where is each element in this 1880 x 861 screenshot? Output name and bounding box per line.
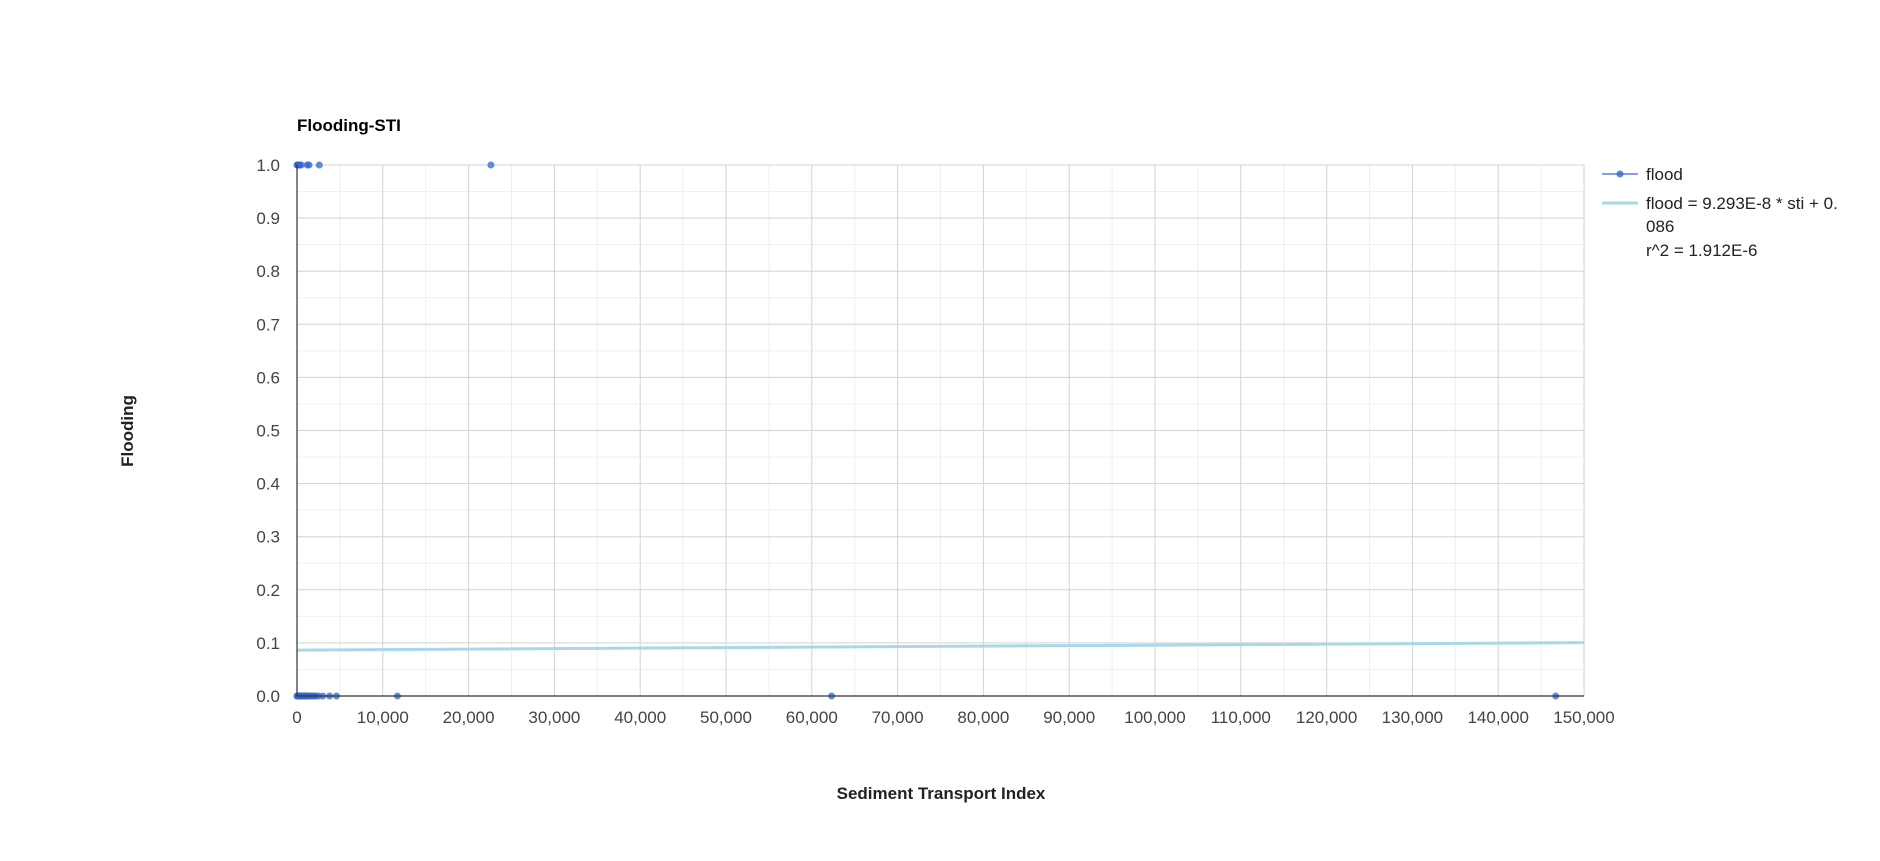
data-point	[305, 161, 313, 169]
x-tick-label: 30,000	[528, 708, 580, 727]
x-tick-label: 50,000	[700, 708, 752, 727]
x-axis-title: Sediment Transport Index	[837, 784, 1046, 803]
y-tick-label: 0.8	[256, 262, 280, 281]
x-tick-label: 140,000	[1467, 708, 1528, 727]
x-tick-label: 20,000	[443, 708, 495, 727]
y-tick-label: 1.0	[256, 156, 280, 175]
y-tick-label: 0.0	[256, 687, 280, 706]
y-tick-label: 0.5	[256, 422, 280, 441]
x-tick-label: 10,000	[357, 708, 409, 727]
trendline-layer	[296, 641, 1585, 652]
y-tick-label: 0.2	[256, 581, 280, 600]
x-tick-label: 80,000	[957, 708, 1009, 727]
x-tick-label: 110,000	[1211, 708, 1271, 727]
x-tick-label: 90,000	[1043, 708, 1095, 727]
data-point	[487, 161, 495, 169]
x-tick-label: 60,000	[786, 708, 838, 727]
legend-item-trendline: flood = 9.293E-8 * sti + 0. 086 r^2 = 1.…	[1602, 194, 1838, 260]
y-axis-title: Flooding	[118, 395, 137, 467]
y-tick-label: 0.9	[256, 209, 280, 228]
y-tick-label: 0.3	[256, 528, 280, 547]
y-tick-label: 0.4	[256, 475, 280, 494]
y-tick-label: 0.6	[256, 368, 280, 387]
data-point	[315, 161, 323, 169]
legend-label-flood: flood	[1646, 165, 1683, 184]
x-tick-label: 100,000	[1124, 708, 1185, 727]
x-tick-label: 0	[292, 708, 301, 727]
x-axis-ticks: 0 10,000 20,000 30,000 40,000 50,000 60,000 70,…	[292, 708, 1614, 727]
y-axis-ticks: 0.0 0.1 0.2 0.3 0.4 0.5 0.6 0.7 0.8 0.9 1.0	[256, 156, 280, 706]
axis-lines	[296, 165, 1584, 697]
x-tick-label: 120,000	[1296, 708, 1357, 727]
data-point	[297, 161, 305, 169]
x-tick-label: 150,000	[1553, 708, 1614, 727]
chart-title: Flooding-STI	[297, 116, 401, 135]
legend-label-trendline-line1: flood = 9.293E-8 * sti + 0.	[1646, 194, 1838, 213]
x-tick-label: 70,000	[872, 708, 924, 727]
y-tick-label: 0.1	[256, 634, 280, 653]
legend-marker-flood	[1616, 170, 1624, 178]
x-tick-label: 40,000	[614, 708, 666, 727]
legend-label-trendline-line3: r^2 = 1.912E-6	[1646, 241, 1757, 260]
legend-label-trendline-line2: 086	[1646, 217, 1674, 236]
trendline	[296, 641, 1585, 652]
legend: flood flood = 9.293E-8 * sti + 0. 086 r^…	[1602, 165, 1838, 260]
major-gridlines	[296, 164, 1585, 697]
x-tick-label: 130,000	[1382, 708, 1443, 727]
y-tick-label: 0.7	[256, 315, 280, 334]
legend-item-flood: flood	[1602, 165, 1683, 184]
